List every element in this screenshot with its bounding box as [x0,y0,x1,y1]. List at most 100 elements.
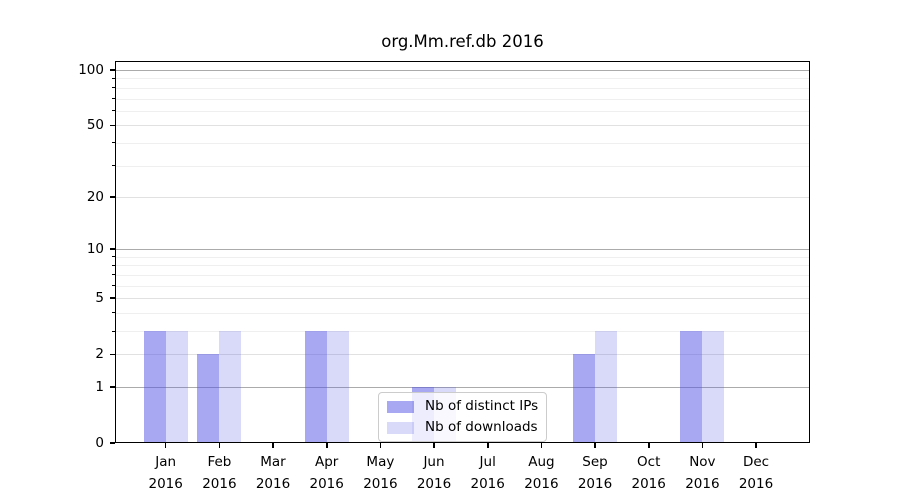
legend-entry-downloads: Nb of downloads [387,417,538,438]
x-tick-label-oct: Oct 2016 [609,451,689,495]
month-label: Jul [479,454,496,470]
x-tick-jan [164,443,167,448]
x-tick-label-sep: Sep 2016 [555,451,635,495]
gridline-y-70 [116,98,809,100]
gridline-y-90 [116,78,809,80]
y-tick-label-20: 20 [86,188,104,205]
y-tick-2 [110,353,115,355]
y-minortick-70 [112,98,115,99]
y-minortick-8 [112,264,115,266]
y-tick-label-5: 5 [95,290,104,307]
legend-label-downloads: Nb of downloads [425,419,538,435]
year-label: 2016 [470,476,505,492]
gridline-y-2 [116,354,809,356]
x-tick-mar [272,443,274,448]
month-label: Sep [582,454,608,470]
x-tick-label-jun: Jun 2016 [394,451,474,495]
year-label: 2016 [255,476,291,492]
x-tick-label-aug: Aug 2016 [501,451,581,495]
x-tick-sep [594,443,596,448]
y-minortick-9 [112,256,115,258]
month-label: Jan [155,454,177,470]
gridline-y-7 [116,274,809,276]
bar-downloads-sep [595,331,617,442]
year-label: 2016 [202,476,237,492]
x-tick-label-jan: Jan 2016 [126,451,206,495]
year-label: 2016 [738,476,774,492]
bar-downloads-apr [326,331,349,442]
x-tick-apr [326,443,328,448]
plot-area: Nb of distinct IPs Nb of downloads [115,61,810,443]
legend: Nb of distinct IPs Nb of downloads [378,392,548,442]
month-label: Mar [260,454,286,470]
gridline-y-3 [116,331,809,332]
y-tick-100 [110,69,115,71]
gridline-y-30 [116,165,809,167]
x-tick-jun [433,443,435,448]
y-minortick-60 [112,110,115,112]
y-minortick-7 [112,274,115,276]
y-tick-label-50: 50 [86,117,104,134]
x-tick-jul [487,443,489,448]
chart-title: org.Mm.ref.db 2016 [381,32,544,51]
x-tick-label-dec: Dec 2016 [716,451,796,495]
year-label: 2016 [685,476,720,492]
x-tick-dec [755,443,757,448]
bar-downloads-jan [165,331,188,442]
legend-label-distinct-ips: Nb of distinct IPs [425,398,539,414]
gridline-y-8 [116,265,809,267]
month-label: Aug [528,454,555,470]
x-tick-oct [648,443,650,448]
gridline-y-40 [116,142,809,144]
y-tick-label-2: 2 [95,346,104,363]
month-label: Jun [423,454,445,470]
gridline-y-9 [116,256,809,258]
x-tick-nov [701,443,704,448]
y-minortick-40 [112,142,115,144]
x-tick-aug [540,443,543,448]
y-tick-label-0: 0 [95,435,104,451]
gridline-y-5 [116,298,809,300]
bar-distinct-ips-jan [143,331,166,442]
gridlines-layer [116,62,809,442]
gridline-y-60 [116,110,809,112]
bar-distinct-ips-nov [680,331,703,442]
y-tick-5 [110,297,115,299]
y-minortick-3 [112,330,115,332]
bar-downloads-nov [702,331,725,442]
month-label: Oct [637,454,661,470]
y-tick-10 [110,248,115,250]
x-tick-label-apr: Apr 2016 [287,451,367,495]
month-label: Nov [689,454,716,470]
x-tick-label-mar: Mar 2016 [233,451,313,495]
x-tick-may [379,443,382,448]
legend-entry-distinct-ips: Nb of distinct IPs [387,396,538,417]
gridline-y-20 [116,196,809,198]
y-tick-50 [110,124,115,126]
x-tick-label-may: May 2016 [340,451,420,495]
year-label: 2016 [309,476,344,492]
y-minortick-80 [112,87,115,89]
bar-distinct-ips-apr [304,331,327,442]
gridline-y-100 [116,70,809,71]
legend-swatch-distinct-ips [387,400,414,413]
y-minortick-30 [112,165,115,166]
bar-downloads-feb [219,331,242,442]
month-label: Apr [315,454,339,470]
x-tick-label-nov: Nov 2016 [662,451,742,495]
y-tick-0 [110,442,115,444]
gridline-y-80 [116,87,809,89]
y-tick-20 [110,196,115,198]
y-minortick-90 [112,77,115,79]
year-label: 2016 [577,476,613,492]
year-label: 2016 [363,476,398,492]
y-tick-label-10: 10 [86,241,104,258]
month-label: Dec [742,454,770,470]
bar-distinct-ips-feb [197,354,220,442]
x-tick-feb [218,443,221,448]
bars-layer [116,62,809,442]
gridline-y-50 [116,125,809,127]
x-tick-label-jul: Jul 2016 [448,451,528,495]
y-tick-label-100: 100 [78,62,104,78]
